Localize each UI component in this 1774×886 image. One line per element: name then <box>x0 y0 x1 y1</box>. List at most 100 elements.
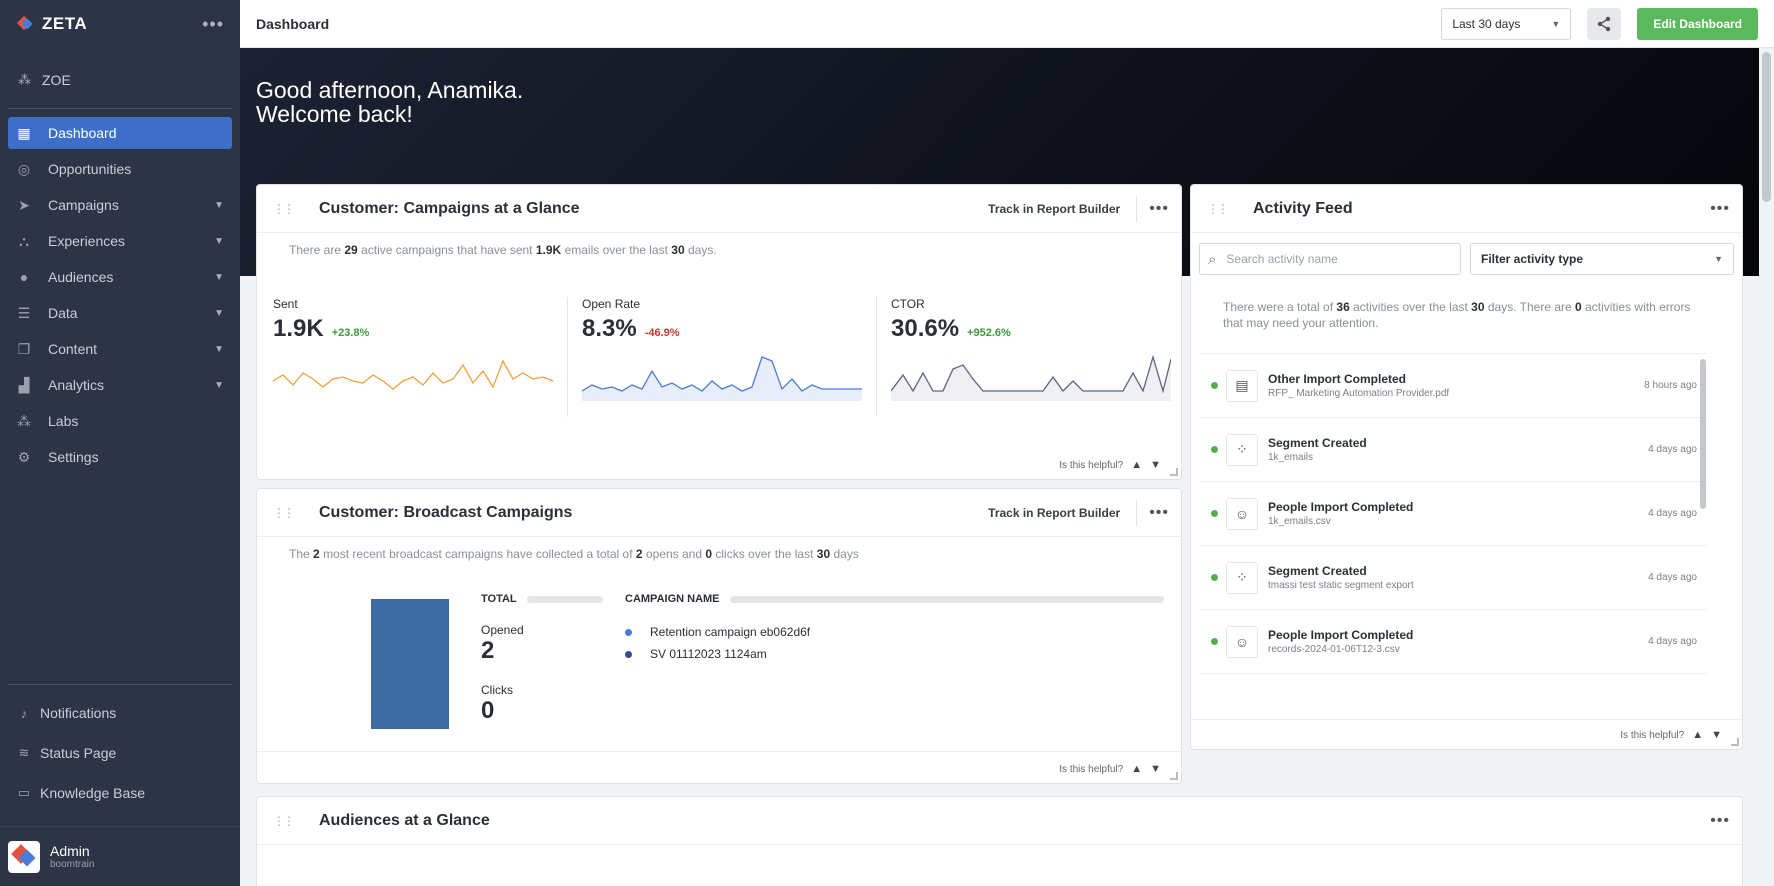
campaign-name: SV 01112023 1124am <box>650 647 767 661</box>
person-icon: ☺ <box>1226 497 1258 530</box>
search-placeholder: Search activity name <box>1226 252 1338 266</box>
brand-name: ZETA <box>42 14 88 33</box>
card-menu-icon[interactable]: ••• <box>1710 811 1730 829</box>
drag-handle-icon[interactable]: ⋮⋮ <box>273 813 295 828</box>
sidebar-item-labs[interactable]: ⁂ Labs <box>8 405 232 437</box>
track-in-report-builder-link[interactable]: Track in Report Builder <box>988 201 1121 216</box>
sidebar-item-settings[interactable]: ⚙ Settings <box>8 441 232 473</box>
people-icon: ● <box>19 269 29 285</box>
list-item[interactable]: ▤ Other Import Completed RFP_ Marketing … <box>1199 354 1707 418</box>
thumbs-up-icon[interactable]: ▲ <box>1131 763 1143 775</box>
sidebar-bottom: ♪ Notifications ≋ Status Page ▭ Knowledg… <box>0 676 240 813</box>
open-rate-sparkline <box>582 356 862 401</box>
activity-scrollbar[interactable] <box>1700 359 1706 509</box>
summary-text: There are <box>289 243 342 257</box>
divider <box>257 751 1181 752</box>
share-icon <box>1598 16 1611 31</box>
thumbs-down-icon[interactable]: ▼ <box>1150 763 1161 775</box>
target-icon: ◎ <box>17 160 31 177</box>
metric-value: 30.6% <box>891 315 960 342</box>
sidebar-menu-icon[interactable]: ••• <box>202 13 224 34</box>
status-dot <box>1211 638 1218 645</box>
date-range-select[interactable]: Last 30 days ▼ <box>1441 7 1572 40</box>
sidebar-item-label: Data <box>48 305 78 321</box>
campaign-count: 2 <box>313 547 320 561</box>
zoe-link[interactable]: ⁂ ZOE <box>0 60 240 100</box>
share-button[interactable] <box>1587 7 1622 40</box>
activity-subtitle: 1k_emails.csv <box>1268 516 1331 527</box>
card-menu-icon[interactable]: ••• <box>1149 503 1169 521</box>
sidebar-item-dashboard[interactable]: ▦ Dashboard <box>8 117 232 149</box>
activity-time: 4 days ago <box>1648 636 1697 647</box>
sidebar-item-experiences[interactable]: ⛬ Experiences ▼ <box>8 225 232 257</box>
metrics-row: Sent 1.9K +23.8% Open Rate 8.3% -46.9% CTO… <box>273 297 1171 417</box>
edit-dashboard-button[interactable]: Edit Dashboard <box>1637 7 1758 40</box>
drag-handle-icon[interactable]: ⋮⋮ <box>273 505 295 520</box>
sidebar-item-opportunities[interactable]: ◎ Opportunities <box>8 153 232 185</box>
drag-handle-icon[interactable]: ⋮⋮ <box>273 201 295 216</box>
sidebar-item-data[interactable]: ☰ Data ▼ <box>8 297 232 329</box>
campaigns-summary: There are 29 active campaigns that have … <box>257 233 1181 267</box>
greeting: Good afternoon, Anamika. Welcome back! <box>256 78 523 126</box>
status-page-link[interactable]: ≋ Status Page <box>0 733 240 773</box>
chevron-down-icon: ▼ <box>214 235 224 247</box>
gear-icon: ⚙ <box>17 448 31 465</box>
avatar <box>8 840 40 873</box>
chevron-down-icon: ▼ <box>214 343 224 355</box>
list-item[interactable]: ☺ People Import Completed records-2024-0… <box>1199 610 1707 674</box>
thumbs-down-icon[interactable]: ▼ <box>1150 459 1161 471</box>
sidebar-item-label: Settings <box>48 449 99 465</box>
activity-subtitle: tmassi test static segment export <box>1268 580 1414 591</box>
sidebar-item-label: Analytics <box>48 377 105 393</box>
helpful-feedback: Is this helpful? ▲ ▼ <box>1059 763 1161 775</box>
days-count: 30 <box>1471 300 1485 314</box>
resize-handle-icon[interactable] <box>1170 772 1178 780</box>
notifications-link[interactable]: ♪ Notifications <box>0 693 240 733</box>
opened-bar <box>371 599 449 729</box>
page-scrollbar[interactable] <box>1759 48 1774 886</box>
sidebar-item-label: Content <box>48 341 98 357</box>
list-item[interactable]: ☺ People Import Completed 1k_emails.csv … <box>1199 482 1707 546</box>
campaign-name: Retention campaign eb062d6f <box>650 625 811 639</box>
activity-type-filter[interactable]: Filter activity type ▼ <box>1470 243 1734 275</box>
page-scroll-thumb[interactable] <box>1762 52 1771 202</box>
card-menu-icon[interactable]: ••• <box>1149 199 1169 217</box>
helpful-label: Is this helpful? <box>1059 763 1124 775</box>
thumbs-up-icon[interactable]: ▲ <box>1131 459 1143 471</box>
card-menu-icon[interactable]: ••• <box>1710 199 1730 217</box>
helpful-label: Is this helpful? <box>1059 459 1124 471</box>
user-menu[interactable]: Admin boomtrain <box>0 826 240 886</box>
sidebar-item-campaigns[interactable]: ➤ Campaigns ▼ <box>8 189 232 221</box>
list-item[interactable]: ⁘ Segment Created tmassi test static seg… <box>1199 546 1707 610</box>
activity-title: Other Import Completed <box>1268 372 1407 386</box>
activity-search-input[interactable]: ⌕ Search activity name <box>1199 243 1461 275</box>
campaign-legend: Retention campaign eb062d6f SV 01112023 … <box>625 625 810 669</box>
thumbs-down-icon[interactable]: ▼ <box>1711 729 1722 741</box>
helpful-label: Is this helpful? <box>1620 729 1685 741</box>
summary-text: emails over the last <box>564 243 668 257</box>
resize-handle-icon[interactable] <box>1170 468 1178 476</box>
divider <box>1136 499 1138 526</box>
track-in-report-builder-link[interactable]: Track in Report Builder <box>988 505 1121 520</box>
card-header: ⋮⋮ Activity Feed ••• <box>1191 185 1742 233</box>
sidebar-item-analytics[interactable]: ▟ Analytics ▼ <box>8 369 232 401</box>
list-item[interactable]: ⁘ Segment Created 1k_emails 4 days ago <box>1199 418 1707 482</box>
sent-sparkline <box>273 359 553 390</box>
status-dot <box>1211 510 1218 517</box>
summary-text: There were a total of <box>1223 300 1334 314</box>
status-dot <box>1211 446 1218 453</box>
metric-value: 1.9K <box>273 315 324 342</box>
clicks-value: 0 <box>481 697 495 724</box>
resize-handle-icon[interactable] <box>1731 738 1739 746</box>
opened-value: 2 <box>481 637 495 664</box>
opened-label: Opened <box>481 623 524 637</box>
drag-handle-icon[interactable]: ⋮⋮ <box>1207 201 1229 216</box>
thumbs-up-icon[interactable]: ▲ <box>1692 729 1704 741</box>
sidebar-item-content[interactable]: ❐ Content ▼ <box>8 333 232 365</box>
sidebar-item-audiences[interactable]: ● Audiences ▼ <box>8 261 232 293</box>
card-header: ⋮⋮ Customer: Campaigns at a Glance Track… <box>257 185 1181 233</box>
greeting-line: Good afternoon, Anamika. <box>256 77 524 103</box>
knowledge-base-link[interactable]: ▭ Knowledge Base <box>0 773 240 813</box>
summary-text: clicks over the last <box>715 547 814 561</box>
active-campaigns-count: 29 <box>344 243 358 257</box>
